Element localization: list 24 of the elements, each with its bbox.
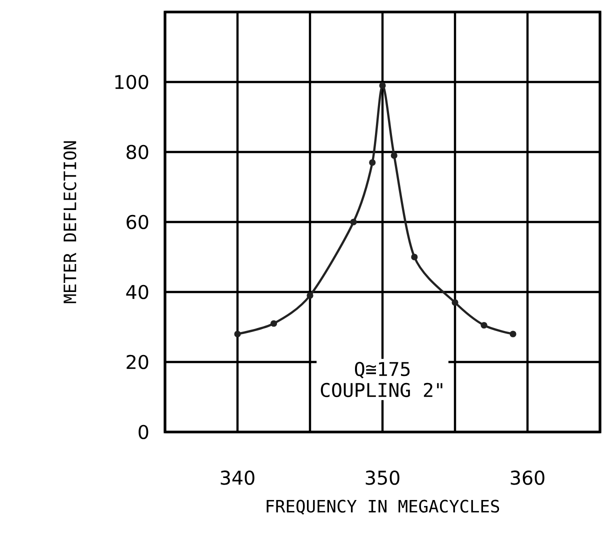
y-tick-label: 100: [115, 74, 148, 90]
y-tick-label: 80: [126, 144, 148, 160]
point: [306, 292, 314, 299]
x-tick-label: 340: [220, 470, 254, 485]
y-axis-title: METER DEFLECTION: [63, 141, 76, 304]
point: [369, 159, 376, 166]
annotation: Q≅175: [354, 362, 410, 378]
y-tick-label: 20: [126, 354, 148, 370]
point: [452, 299, 458, 306]
point: [270, 320, 278, 327]
point: [480, 322, 488, 329]
x-tick-label: 360: [510, 470, 544, 485]
point: [510, 330, 516, 338]
point: [390, 152, 398, 159]
point: [234, 330, 241, 338]
x-axis-title: FREQUENCY IN MEGACYCLES: [266, 500, 500, 515]
annotation: COUPLING 2": [320, 382, 442, 398]
y-tick-label: 0: [138, 424, 148, 440]
y-tick-label: 60: [126, 214, 148, 230]
x-tick-label: 350: [366, 470, 400, 485]
y-tick-label: 40: [126, 284, 148, 300]
point: [411, 254, 418, 260]
point: [350, 218, 357, 226]
point: [379, 82, 386, 89]
